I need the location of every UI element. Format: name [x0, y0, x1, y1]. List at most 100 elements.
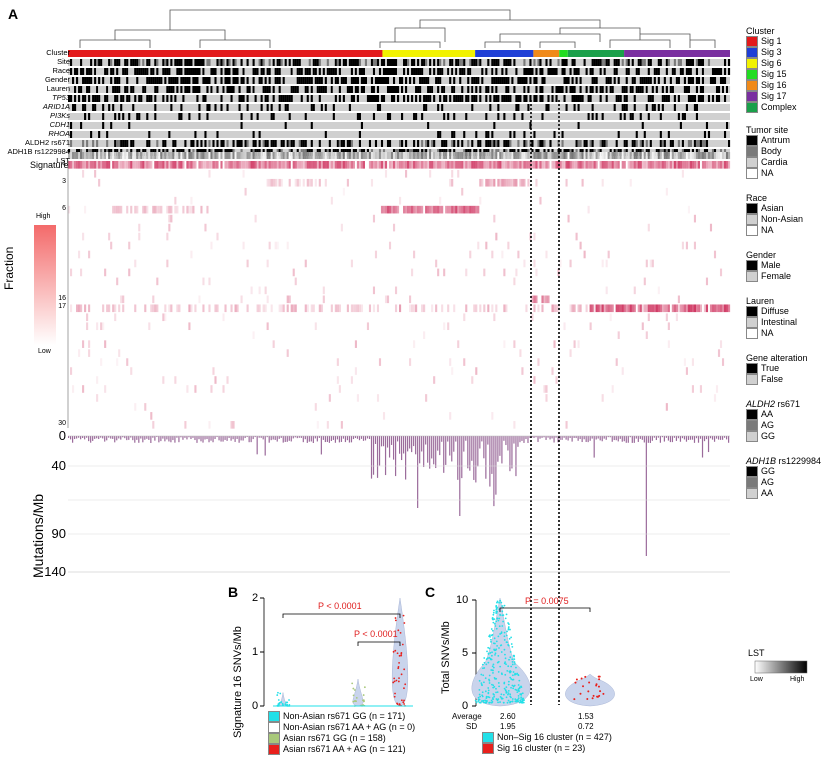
heat-cell [128, 161, 131, 169]
b-point [282, 704, 284, 706]
track-cell [549, 140, 552, 147]
track-cell [437, 59, 440, 66]
c-point [509, 676, 512, 679]
cluster-segment-4 [559, 50, 568, 57]
heat-cell [645, 161, 648, 169]
track-cell [282, 95, 285, 102]
heat-cell [457, 205, 460, 214]
heat-cell [665, 161, 668, 169]
track-cell [98, 59, 101, 66]
track-cell [296, 59, 299, 66]
lst-cell [683, 152, 686, 159]
mutation-bar [659, 436, 661, 443]
track-cell [713, 77, 717, 84]
track-cell [453, 68, 456, 75]
track-cell [423, 95, 426, 102]
heat-cell [314, 403, 317, 411]
heat-cell [491, 250, 494, 259]
track-cell [344, 59, 347, 66]
c-point [579, 692, 582, 695]
heat-cell [539, 196, 542, 205]
heat-cell [535, 268, 538, 277]
track-cell [224, 77, 227, 84]
heat-cell [705, 277, 709, 286]
heat-cell [531, 161, 534, 169]
legend-swatch [746, 135, 758, 147]
legend-label: Antrum [761, 135, 791, 145]
lst-cell [675, 152, 678, 159]
heat-cell [493, 178, 496, 187]
track-cell [639, 86, 642, 93]
heat-cell [579, 304, 582, 313]
heat-cell [441, 304, 444, 313]
c-point [490, 701, 493, 704]
mutation-bar [533, 436, 535, 438]
track-cell [74, 95, 77, 102]
heat-cell [555, 161, 558, 169]
heat-cell [342, 161, 345, 169]
lst-cell [585, 152, 588, 159]
heat-cell [473, 161, 476, 169]
track-cell [122, 68, 125, 75]
b-legend-swatch [268, 722, 280, 734]
c-point [478, 679, 481, 682]
track-cell [332, 104, 335, 111]
heat-cell [505, 161, 508, 169]
heat-cell [449, 412, 452, 420]
mutation-bar [268, 436, 270, 443]
track-cell [527, 68, 530, 75]
track-cell [421, 113, 424, 120]
track-cell [439, 95, 442, 102]
c-point [514, 663, 516, 665]
heat-cell [86, 322, 89, 331]
lst-cell [457, 152, 460, 159]
track-cell [68, 86, 71, 93]
heat-cell [352, 161, 355, 169]
mutation-bar [196, 436, 198, 443]
heat-cell [465, 304, 468, 313]
mutation-bar [699, 436, 702, 439]
track-cell [517, 95, 520, 102]
track-row-7 [68, 122, 730, 129]
heat-cell [294, 304, 297, 313]
b-ytick-2: 2 [252, 592, 259, 604]
track-cell [84, 77, 87, 84]
heat-cell [202, 277, 205, 286]
lst-cell [491, 152, 494, 159]
track-cell [495, 95, 498, 102]
track-cell [509, 140, 512, 147]
track-cell [685, 59, 688, 66]
track-cell [415, 68, 418, 75]
track-cell [619, 113, 622, 120]
track-cell [707, 95, 711, 102]
track-cell [451, 140, 454, 147]
heat-cell [479, 304, 482, 313]
track-cell [535, 68, 538, 75]
heat-cell [727, 304, 731, 313]
track-cell [595, 77, 598, 84]
track-cell [573, 86, 576, 93]
heat-cell [491, 178, 494, 187]
lst-cell [164, 152, 167, 159]
heat-cell [411, 205, 414, 214]
track-cell [401, 77, 404, 84]
heat-cell [483, 304, 486, 313]
track-cell [567, 86, 570, 93]
legend-swatch [746, 203, 758, 215]
heat-cell [719, 340, 723, 348]
mutation-bar [184, 436, 186, 438]
c-point [504, 657, 507, 660]
heat-cell [663, 161, 666, 169]
heat-cell [581, 178, 584, 187]
track-cell [523, 140, 526, 147]
legend-lauren-item: Intestinal [746, 317, 834, 329]
track-cell [505, 95, 508, 102]
heat-cell [443, 322, 446, 331]
c-point [512, 687, 515, 690]
track-cell [425, 140, 428, 147]
lst-cell [324, 152, 327, 159]
track-cell [577, 68, 580, 75]
track-cell [372, 113, 376, 120]
track-cell [380, 77, 384, 84]
c-point [493, 695, 496, 698]
